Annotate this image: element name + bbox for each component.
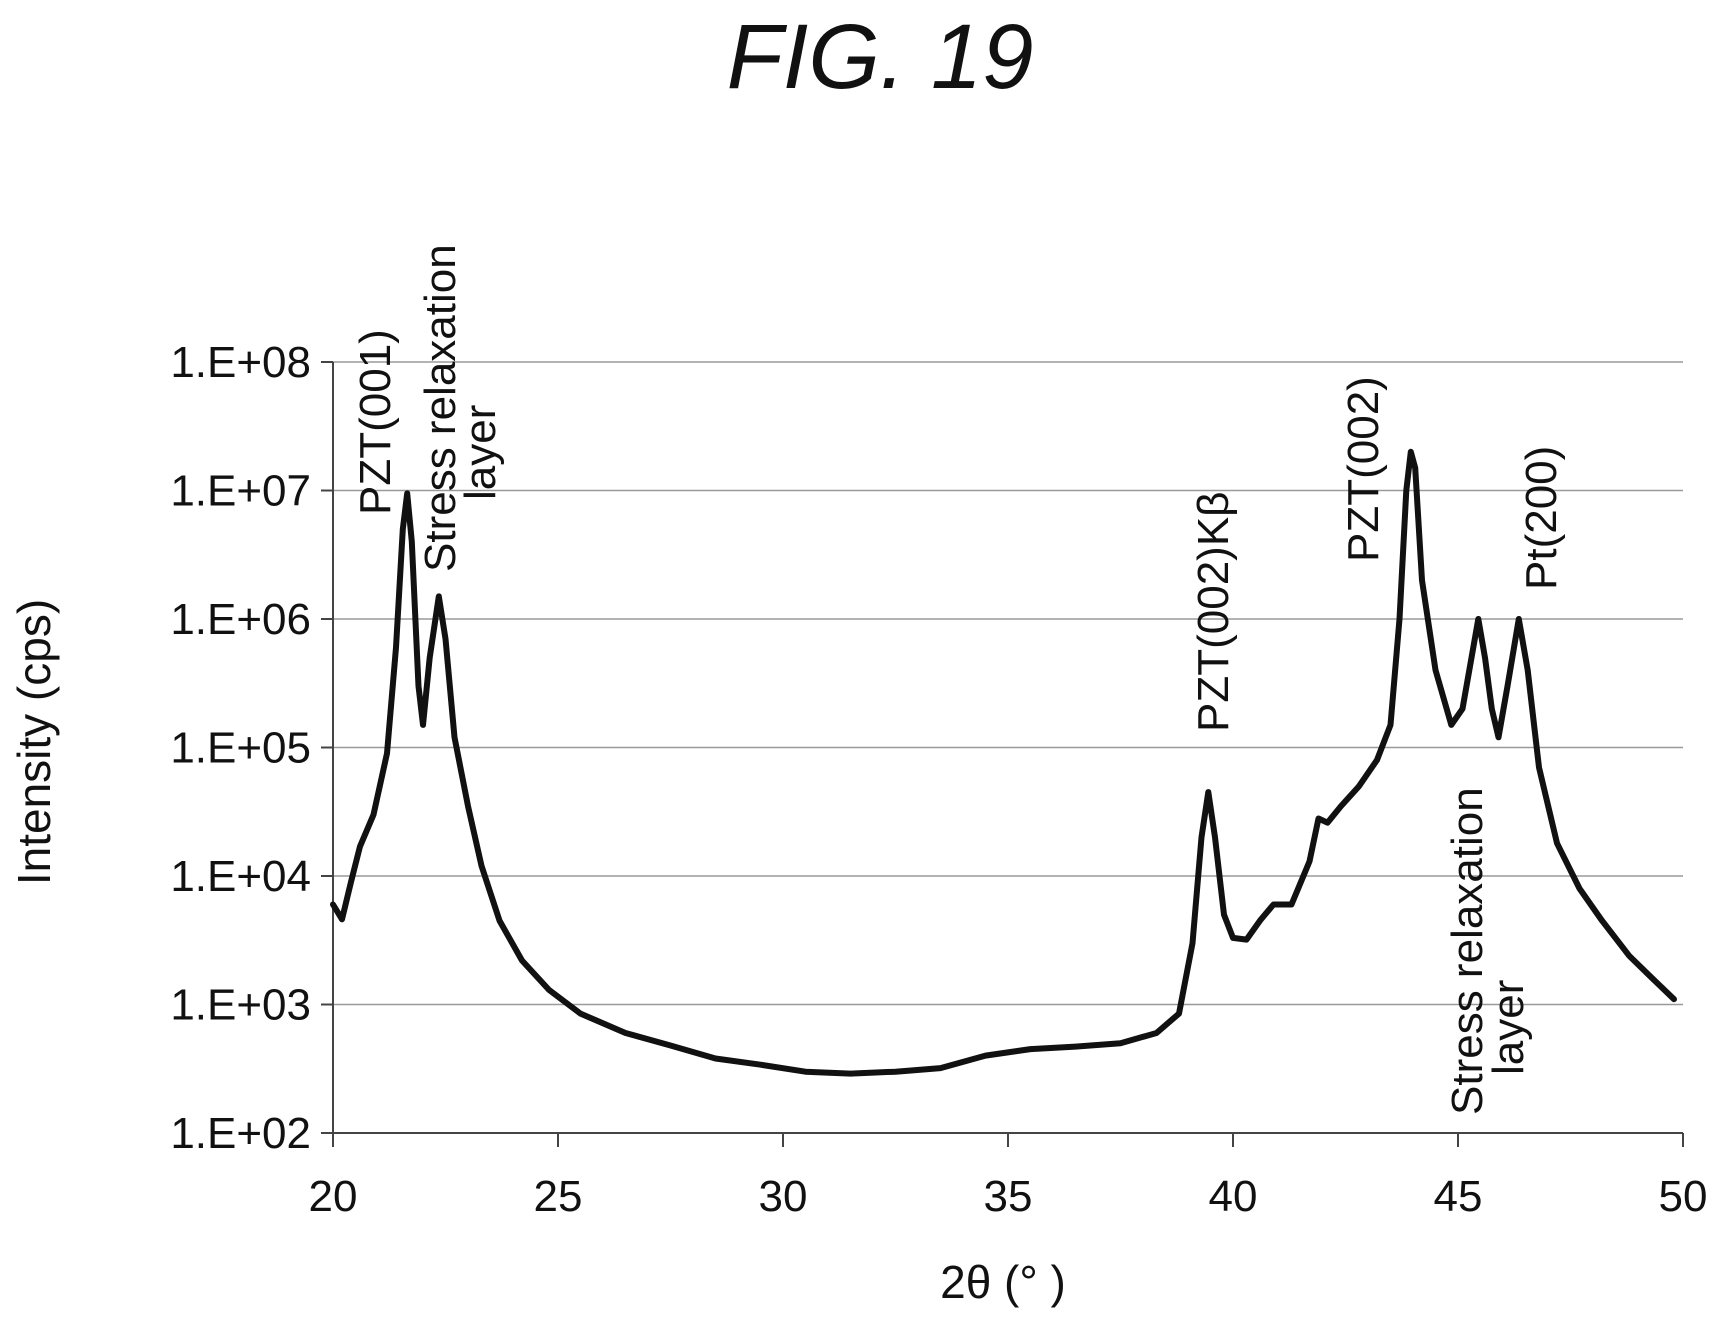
peak-label: Stress relaxation <box>1443 787 1492 1115</box>
tick-labels: 1.E+02 1.E+03 1.E+04 1.E+05 1.E+06 1.E+07 1.E+… <box>170 338 1707 1221</box>
x-tick-label: 25 <box>534 1172 583 1221</box>
series-layer <box>330 448 1677 1077</box>
peak-label: layer <box>456 405 505 500</box>
x-tick-label: 30 <box>759 1172 808 1221</box>
peak-label: PZT(002)Kβ <box>1189 492 1238 732</box>
y-tick-label: 1.E+05 <box>170 724 311 773</box>
peak-label: layer <box>1484 980 1533 1075</box>
y-tick-label: 1.E+02 <box>170 1109 311 1158</box>
y-axis-title: Intensity (cps) <box>8 599 60 885</box>
figure-title: FIG. 19 <box>727 6 1034 108</box>
peak-label: Pt(200) <box>1517 446 1566 590</box>
y-tick-label: 1.E+04 <box>170 852 311 901</box>
y-tick-label: 1.E+08 <box>170 338 311 387</box>
peak-label: PZT(001) <box>351 329 400 515</box>
peak-label: PZT(002) <box>1339 376 1388 562</box>
peak-annotations: PZT(001) Stress relaxationlayerPZT(002)Kβ… <box>351 244 1566 1115</box>
x-tick-label: 40 <box>1209 1172 1258 1221</box>
y-tick-label: 1.E+07 <box>170 467 311 516</box>
x-tick-label: 50 <box>1659 1172 1708 1221</box>
axes <box>321 361 1684 1147</box>
x-tick-label: 20 <box>309 1172 358 1221</box>
y-tick-label: 1.E+03 <box>170 981 311 1030</box>
x-tick-label: 45 <box>1434 1172 1483 1221</box>
y-tick-label: 1.E+06 <box>170 595 311 644</box>
intensity-series-line <box>330 448 1677 1077</box>
peak-label: Stress relaxation <box>416 244 465 572</box>
x-axis-title: 2θ (° ) <box>940 1256 1066 1308</box>
gridlines <box>333 361 1683 1134</box>
x-tick-label: 35 <box>984 1172 1033 1221</box>
